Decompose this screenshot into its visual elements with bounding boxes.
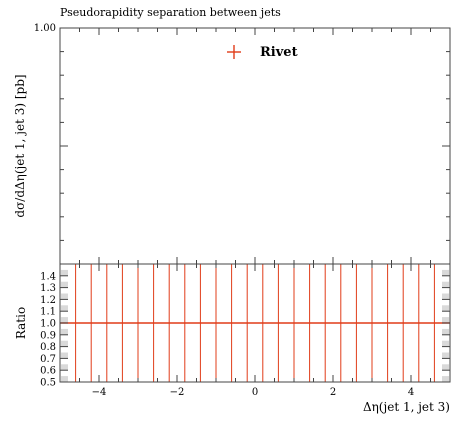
ratio-band-right [442,328,449,335]
ratio-band-right [442,317,449,323]
legend-label: Rivet [260,45,298,60]
ratio-band-right [442,281,449,288]
main-ticks [59,27,451,265]
ratio-band-left [61,269,68,276]
main-ylabel: dσ/dΔη(jet 1, jet 3) [pb] [13,74,27,217]
ratio-ytick-label: 1.2 [40,295,56,306]
ratio-series [60,264,450,382]
ratio-band-left [61,352,68,359]
xtick-label: −2 [170,387,185,398]
xtick-label: 0 [252,387,258,398]
ratio-ylabel: Ratio [14,307,28,339]
ratio-ytick-labels: 0.50.60.70.80.91.01.11.21.31.4 [40,271,56,388]
ratio-band-left [61,340,68,347]
ratio-ytick-label: 0.6 [40,366,56,377]
ratio-ytick-label: 1.1 [40,307,56,318]
ratio-ytick-label: 0.9 [40,330,56,341]
ratio-band-right [442,376,449,382]
ratio-band-left [61,364,68,371]
ratio-band-right [442,340,449,347]
legend: Rivet [227,45,298,60]
ratio-band-left [61,305,68,312]
ratio-band-right [442,364,449,371]
ratio-band-right [442,352,449,359]
ratio-ytick-label: 1.3 [40,283,56,294]
ratio-band-right [442,269,449,276]
main-panel: 1.00 dσ/dΔη(jet 1, jet 3) [pb] Rivet [13,23,451,265]
xtick-label: −4 [92,387,107,398]
x-axis-label: Δη(jet 1, jet 3) [363,400,450,414]
ratio-band-left [61,376,68,382]
ratio-band-right [442,305,449,312]
ratio-ticks [59,264,451,383]
main-ytick-label: 1.00 [34,23,56,34]
ratio-ytick-label: 0.7 [40,354,56,365]
ratio-band-left [61,281,68,288]
main-frame [59,27,451,265]
ratio-band-left [61,293,68,300]
ratio-bands [61,269,449,382]
chart-title: Pseudorapidity separation between jets [60,6,281,19]
ratio-band-right [442,293,449,300]
xtick-labels: −4 −2 0 2 4 [92,387,415,398]
ratio-ytick-label: 1.4 [40,271,56,282]
ratio-band-left [61,317,68,323]
xtick-label: 2 [330,387,336,398]
xtick-label: 4 [408,387,414,398]
ratio-panel: 0.50.60.70.80.91.01.11.21.31.4 Ratio −4−… [14,263,451,414]
ratio-band-left [61,328,68,335]
ratio-ytick-label: 0.5 [40,378,56,389]
ratio-ytick-label: 1.0 [40,319,56,330]
ratio-ytick-label: 0.8 [40,342,56,353]
